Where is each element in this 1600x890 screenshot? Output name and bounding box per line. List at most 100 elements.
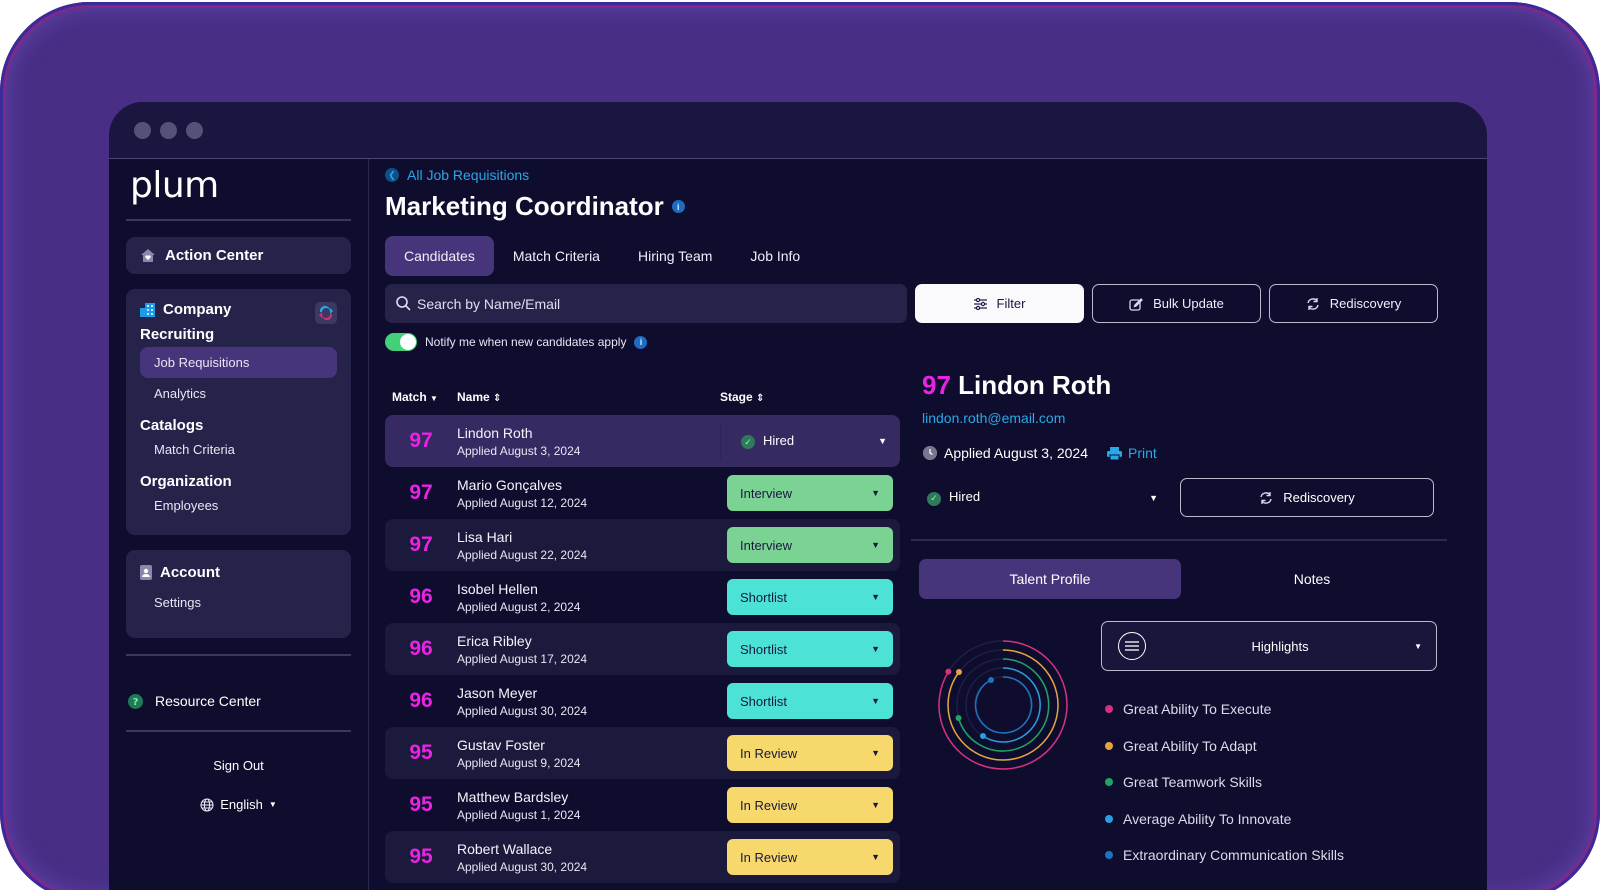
bulk-update-button[interactable]: Bulk Update: [1092, 284, 1261, 323]
breadcrumb[interactable]: ❮ All Job Requisitions: [385, 167, 1487, 183]
notify-toggle[interactable]: [385, 333, 417, 351]
sidebar-item-settings[interactable]: Settings: [154, 595, 201, 610]
candidate-name: Gustav Foster: [457, 736, 545, 753]
divider: [126, 654, 351, 656]
list-item: Average Ability To Innovate: [1105, 801, 1437, 838]
candidate-name: Matthew Bardsley: [457, 788, 569, 805]
table-row[interactable]: 96 Isobel Hellen Applied August 2, 2024 S…: [385, 571, 900, 623]
company-label: Company: [163, 301, 232, 318]
applied-date: Applied August 9, 2024: [457, 755, 581, 770]
stage-dropdown[interactable]: Shortlist ▼: [727, 579, 893, 615]
resource-center-link[interactable]: ? Resource Center: [126, 686, 351, 716]
candidate-email-link[interactable]: lindon.roth@email.com: [922, 410, 1066, 426]
info-icon[interactable]: i: [634, 335, 648, 349]
column-header-stage[interactable]: Stage ⇕: [720, 390, 765, 404]
stage-dropdown[interactable]: Interview ▼: [727, 527, 893, 563]
search-box[interactable]: [385, 284, 907, 323]
language-selector[interactable]: English ▼: [126, 797, 351, 812]
switch-company-button[interactable]: [315, 302, 337, 324]
print-button[interactable]: Print: [1107, 445, 1157, 461]
trait-color-dot-icon: [1105, 851, 1113, 860]
table-row[interactable]: 97 Mario Gonçalves Applied August 12, 202…: [385, 467, 900, 519]
applied-date: Applied August 12, 2024: [457, 495, 588, 510]
candidate-name: Mario Gonçalves: [457, 476, 563, 493]
trait-color-dot-icon: [1105, 741, 1113, 750]
candidate-detail-panel: 97 Lindon Roth lindon.roth@email.com App…: [911, 370, 1447, 874]
sidebar-item-analytics[interactable]: Analytics: [154, 386, 207, 401]
table-row[interactable]: 97 Lindon Roth Applied August 3, 2024 ✓ Hi…: [385, 415, 900, 467]
company-section: Company Recruiting Job Requisitions Anal…: [126, 289, 351, 535]
table-row[interactable]: 95 Robert Wallace Applied August 30, 2024…: [385, 831, 900, 883]
trait-color-dot-icon: [1105, 814, 1113, 823]
info-icon[interactable]: i: [671, 200, 685, 213]
tab-match-criteria[interactable]: Match Criteria: [512, 248, 600, 264]
chevron-left-icon: ❮: [385, 168, 399, 182]
table-header: Match ▼ Name ⇕ Stage ⇕: [385, 379, 900, 415]
plum-logo[interactable]: plum: [130, 165, 219, 206]
stage-dropdown[interactable]: Shortlist ▼: [727, 683, 893, 719]
building-icon: [140, 302, 155, 317]
sidebar-item-job-requisitions[interactable]: Job Requisitions: [140, 347, 337, 378]
resource-center-label: Resource Center: [155, 693, 261, 709]
list-item: Great Ability To Execute: [1105, 691, 1437, 728]
applied-info: Applied August 3, 2024 Print: [911, 445, 1447, 461]
stage-dropdown[interactable]: ✓ Hired ▼: [720, 423, 900, 459]
rediscovery-button[interactable]: Rediscovery: [1180, 478, 1434, 517]
sidebar-item-employees[interactable]: Employees: [154, 498, 219, 513]
table-row[interactable]: 96 Erica Ribley Applied August 17, 2024 S…: [385, 623, 900, 675]
window-titlebar: [109, 102, 1487, 159]
sidebar-item-match-criteria[interactable]: Match Criteria: [154, 442, 235, 457]
tab-talent-profile[interactable]: Talent Profile: [919, 559, 1181, 599]
applied-date: Applied August 30, 2024: [457, 703, 588, 718]
match-score: 97: [409, 533, 433, 556]
applied-date: Applied August 2, 2024: [457, 599, 581, 614]
refresh-icon: [1259, 491, 1273, 505]
stage-dropdown[interactable]: In Review ▼: [727, 735, 893, 771]
table-row[interactable]: 97 Lisa Hari Applied August 22, 2024 Inte…: [385, 519, 900, 571]
table-row[interactable]: 96 Jason Meyer Applied August 30, 2024 Sh…: [385, 675, 900, 727]
caret-down-icon: ▼: [268, 800, 277, 809]
id-badge-icon: [140, 565, 152, 580]
window-control-dot[interactable]: [186, 121, 203, 139]
candidate-name: Lindon Roth: [457, 424, 533, 441]
filter-button[interactable]: Filter: [915, 284, 1084, 323]
stage-dropdown[interactable]: In Review ▼: [727, 787, 893, 823]
sign-out-link[interactable]: Sign Out: [213, 758, 264, 773]
caret-down-icon: ▼: [871, 748, 880, 758]
sidebar-item-action-center[interactable]: Action Center: [126, 237, 351, 274]
window-control-dot[interactable]: [160, 121, 177, 139]
match-score: 96: [409, 637, 433, 660]
rediscovery-label: Rediscovery: [1329, 296, 1402, 311]
tab-hiring-team[interactable]: Hiring Team: [637, 248, 713, 264]
stage-dropdown[interactable]: Interview ▼: [727, 475, 893, 511]
table-row[interactable]: 95 Gustav Foster Applied August 9, 2024 I…: [385, 727, 900, 779]
sidebar: plum Action Center Company: [109, 159, 369, 890]
divider: [126, 730, 351, 732]
search-input[interactable]: [417, 295, 877, 312]
list-item: Extraordinary Communication Skills: [1105, 837, 1437, 874]
stage-dropdown[interactable]: In Review ▼: [727, 839, 893, 875]
tab-candidates[interactable]: Candidates: [385, 236, 494, 276]
tab-job-info[interactable]: Job Info: [750, 248, 801, 264]
print-label: Print: [1128, 445, 1157, 461]
breadcrumb-link[interactable]: All Job Requisitions: [407, 167, 530, 183]
account-label: Account: [160, 564, 220, 581]
rediscovery-button[interactable]: Rediscovery: [1269, 284, 1438, 323]
window-control-dot[interactable]: [134, 121, 151, 139]
highlights-label: Highlights: [1251, 638, 1309, 654]
table-row[interactable]: 95 Matthew Bardsley Applied August 1, 202…: [385, 779, 900, 831]
svg-text:?: ?: [133, 697, 139, 708]
list-item: Great Teamwork Skills: [1105, 764, 1437, 801]
stage-dropdown[interactable]: ✓ Hired ▼: [927, 489, 1172, 506]
toolbar: Filter Bulk Update Rediscovery: [385, 284, 1487, 323]
check-badge-icon: ✓: [927, 491, 941, 506]
detail-tab-bar: Talent Profile Notes: [911, 559, 1447, 599]
printer-icon: [1107, 446, 1123, 460]
column-header-match[interactable]: Match ▼: [392, 390, 438, 404]
tab-notes[interactable]: Notes: [1293, 571, 1331, 587]
column-header-name[interactable]: Name ⇕: [457, 390, 502, 404]
candidate-name: Jason Meyer: [457, 684, 538, 701]
highlights-dropdown[interactable]: Highlights ▼: [1101, 621, 1437, 671]
stage-dropdown[interactable]: Shortlist ▼: [727, 631, 893, 667]
account-section: Account Settings: [126, 550, 351, 638]
